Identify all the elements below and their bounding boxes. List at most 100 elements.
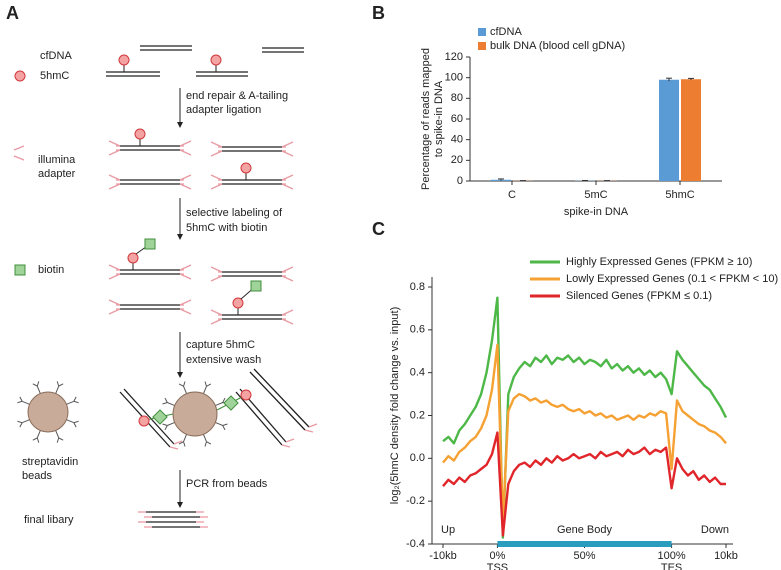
hmc-mark (134, 128, 146, 140)
biotin-mark (250, 280, 262, 292)
step-text: end repair & A-tailing (186, 90, 288, 102)
bead-spoke (167, 421, 175, 426)
arrow-head (177, 502, 183, 508)
bead-spoke (73, 396, 77, 402)
hmc-mark (240, 389, 252, 401)
hmc-mark (127, 252, 139, 264)
bead-spoke (36, 437, 40, 443)
bead-spoke (19, 422, 23, 428)
line-series (442, 343, 727, 524)
annotation: TSS (487, 562, 508, 570)
gene-body-bar (497, 541, 672, 547)
adapter (108, 183, 121, 190)
adapter (108, 308, 121, 315)
bead-spoke (183, 386, 188, 394)
x-tick-label: 5mC (584, 189, 607, 201)
bead-spoke (178, 441, 184, 445)
panel-label: C (372, 219, 385, 239)
y-tick-label: 0 (457, 175, 463, 187)
bead-spoke (204, 381, 207, 387)
bead-spoke (56, 381, 60, 387)
adapter (281, 444, 291, 448)
adapter (281, 183, 294, 190)
biotin-mark (144, 238, 156, 250)
line-series (442, 296, 728, 539)
y-tick-label: 40 (451, 134, 463, 146)
step-text: capture 5hmC (186, 339, 255, 351)
adapter (281, 266, 294, 273)
y-tick-label: 80 (451, 92, 463, 104)
y-tick-label: 0.0 (410, 452, 425, 464)
step-text: 5hmC with biotin (186, 222, 267, 234)
legend-text: cfDNA (40, 50, 72, 62)
bead-spoke (206, 383, 212, 387)
bead-spoke (183, 434, 188, 442)
legend-label: Highly Expressed Genes (FPKM ≥ 10) (566, 256, 752, 268)
hmc-mark (14, 70, 26, 82)
legend-label: bulk DNA (blood cell gDNA) (490, 40, 625, 52)
bead-spoke (17, 420, 23, 424)
bar (659, 79, 679, 181)
y-axis-label: Percentage of reads mapped (420, 48, 432, 190)
bead-spoke (222, 425, 226, 431)
bead-spoke (19, 396, 23, 402)
adapter (210, 275, 223, 282)
step-text: adapter ligation (186, 104, 261, 116)
bead-spoke (21, 400, 30, 405)
dna-strand (253, 368, 310, 428)
adapter (179, 264, 192, 271)
bead-spoke (21, 419, 30, 424)
bead-spoke (73, 422, 77, 428)
bead-spoke (36, 381, 40, 387)
bead-spoke (215, 421, 223, 426)
y-tick-label: 0.6 (410, 324, 425, 336)
annotation: Gene Body (557, 524, 613, 536)
legend-text: 5hmC (40, 70, 69, 82)
annotation: Up (441, 524, 455, 536)
legend-text: biotin (38, 264, 64, 276)
bead-spoke (36, 385, 41, 394)
bead-spoke (215, 402, 223, 407)
bead-spoke (66, 400, 75, 405)
adapter (281, 318, 294, 325)
bead-spoke (58, 437, 64, 441)
y-tick-label: 120 (445, 51, 463, 63)
bead-spoke (202, 434, 207, 442)
adapter (108, 140, 121, 147)
bead-spoke (58, 383, 64, 387)
adapter (108, 299, 121, 306)
adapter (108, 174, 121, 181)
biotin-mark (223, 395, 239, 411)
annotation: Down (701, 524, 729, 536)
x-tick-label: 100% (658, 550, 686, 562)
bead-spoke (32, 383, 38, 387)
dna-strand (249, 371, 306, 431)
biotin-mark (14, 264, 26, 276)
bead-spoke (167, 402, 175, 407)
adapter (308, 423, 318, 428)
bead-spoke (162, 423, 168, 426)
adapter (304, 429, 314, 433)
adapter (210, 174, 223, 181)
adapter (13, 155, 25, 161)
bead-spoke (164, 425, 168, 431)
x-tick-label: -10kb (429, 550, 457, 562)
hmc-mark (210, 54, 222, 66)
adapter (210, 318, 223, 325)
bead-spoke (222, 397, 226, 403)
adapter (285, 438, 295, 443)
legend-text: streptavidin (22, 456, 78, 468)
y-tick-label: 0.2 (410, 409, 425, 421)
y-axis-label: to spike-in DNA (433, 80, 445, 157)
bead-spoke (73, 400, 79, 404)
x-tick-label: 50% (573, 550, 595, 562)
step-text: extensive wash (186, 354, 261, 366)
y-tick-label: 100 (445, 72, 463, 84)
adapter (210, 141, 223, 148)
hmc-mark (232, 297, 244, 309)
adapter (210, 309, 223, 316)
y-tick-label: 60 (451, 113, 463, 125)
bead-spoke (56, 437, 60, 443)
bead-spoke (17, 400, 23, 404)
